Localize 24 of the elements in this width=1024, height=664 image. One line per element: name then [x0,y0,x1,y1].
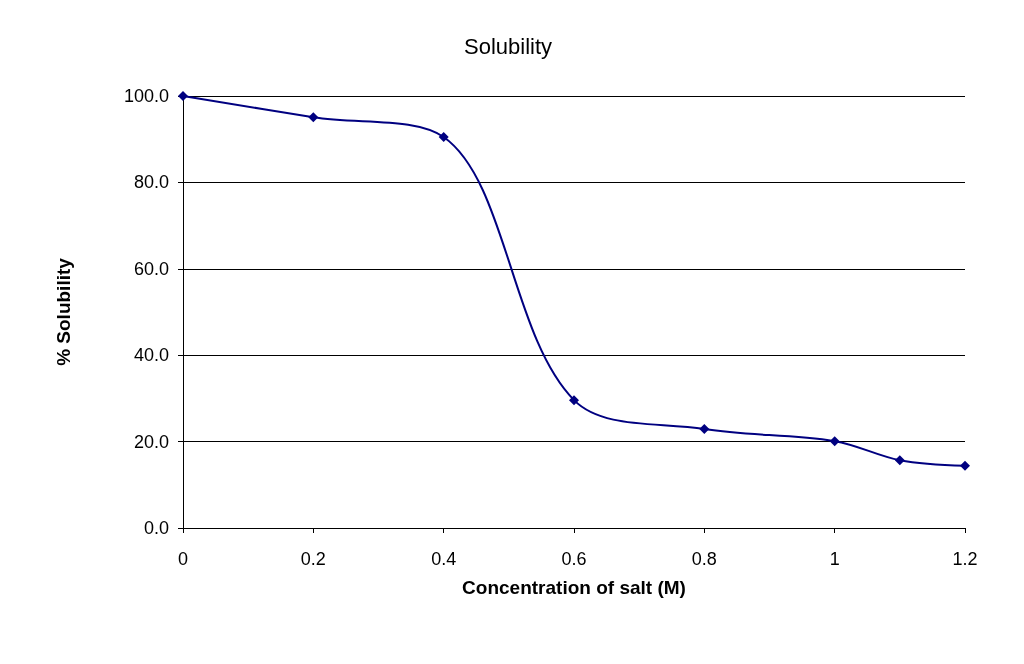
point [829,436,840,447]
y-tick-label: 100.0 [123,86,169,106]
y-tick-label: 60.0 [133,258,169,279]
point [894,455,905,466]
point [308,112,319,123]
y-tick-label: 80.0 [133,172,169,193]
x-tick-label: 0 [177,549,189,569]
y-axis-title: % Solubility [53,257,74,366]
x-tick-label: 1.2 [952,549,978,569]
point [699,424,710,435]
point [438,132,449,143]
point [960,460,970,471]
x-tick-label: 0.2 [300,549,326,569]
x-tick-label: 0.6 [561,549,587,569]
y-tick-label: 20.0 [133,431,169,452]
point [569,395,579,406]
chart-title: Solubility [463,33,553,59]
y-tick-label: 40.0 [133,345,169,366]
point [178,91,188,101]
x-tick-label: 0.8 [691,549,717,569]
y-tick-label: 0.0 [143,518,169,538]
x-tick-label: 0.4 [431,549,457,569]
x-axis-title: Concentration of salt (M) [462,577,686,598]
x-tick-label: 1 [829,549,840,569]
